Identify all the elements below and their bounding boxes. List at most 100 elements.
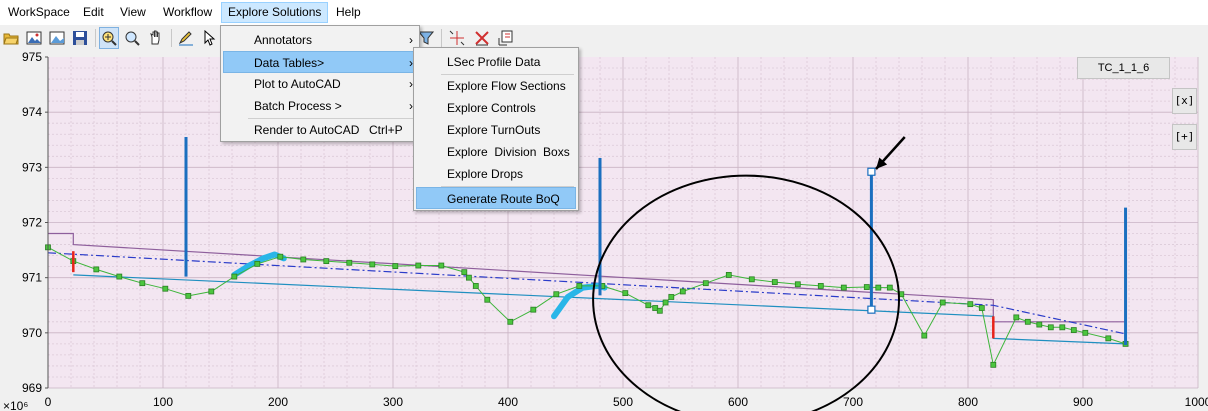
add-plot-button[interactable]: [+] [1172,124,1197,150]
profile-plot[interactable]: 969 970 971 972 973 974 975 0 100 200 300 400 500 60… [0,52,1208,411]
ground-point [530,306,537,313]
ground-point [346,259,353,266]
toolbar-separator [171,29,172,47]
select-cursor-icon[interactable] [200,27,220,49]
y-tick-label: 970 [22,326,42,340]
y-tick-label: 973 [22,160,42,174]
explore-solutions-menu: Annotators › Data Tables> › Plot to Auto… [220,25,420,142]
ground-point [472,283,479,289]
menu-item-explore-turnouts[interactable]: Explore TurnOuts [416,119,576,141]
selection-handle [867,305,876,314]
dashdot-line-line [47,252,1126,335]
ground-point [484,296,491,303]
ground-point [679,288,686,295]
save-icon[interactable] [70,27,90,49]
zoom-extent-icon[interactable] [99,27,119,49]
arrow-head-icon [876,157,888,169]
ground-point [1047,324,1054,331]
ground-point [1070,327,1077,333]
ground-point [1024,318,1031,325]
menu-item-label: Generate Route BoQ [447,192,560,206]
delete-point-icon[interactable] [472,27,492,49]
menu-item-label: Explore Division Boxs [447,145,570,159]
submenu-arrow-icon: › [409,56,413,70]
pan-hand-icon[interactable] [146,27,166,49]
ground-point [208,288,215,295]
ground-point [748,276,755,283]
ground-point [702,280,709,287]
edit-icon[interactable] [176,27,196,49]
ground-point [622,290,629,297]
ground-point [323,258,330,265]
x-tick-label: 100 [153,395,173,409]
menu-workflow[interactable]: Workflow [163,5,213,19]
x-tick-label: 800 [958,395,978,409]
menu-explore-solutions[interactable]: Explore Solutions [221,2,329,23]
menu-workspace[interactable]: WorkSpace [8,5,70,19]
menu-item-label: Explore Drops [447,167,524,181]
open-folder-icon[interactable] [1,27,21,49]
ground-point [1036,321,1043,328]
x-tick-label: 200 [268,395,288,409]
highlight-ellipse [592,174,900,411]
ground-point [461,269,468,276]
toolbar-separator [441,29,442,47]
menu-item-batch-process[interactable]: Batch Process > › [223,95,417,117]
menu-item-annotators[interactable]: Annotators › [223,29,417,51]
ground-point [254,260,261,267]
menu-item-render-to-autocad[interactable]: Render to AutoCAD Ctrl+P [223,119,417,141]
y-tick-label: 975 [22,52,42,64]
zoom-in-icon[interactable] [122,27,142,49]
x-tick-label: 500 [613,395,633,409]
plot-series [45,136,1129,368]
crosshair-icon[interactable] [447,27,467,49]
y-tick-label: 971 [22,271,42,285]
menu-item-data-tables[interactable]: Data Tables> › [223,51,417,73]
route-tag-label[interactable]: TC_1_1_6 [1077,57,1170,79]
filter-icon[interactable] [416,27,436,49]
ground-point [369,261,376,268]
ground-point [967,301,974,308]
menu-item-label: LSec Profile Data [447,55,541,69]
ground-point [662,299,669,306]
x-tick-label: 700 [843,395,863,409]
ground-point [1105,335,1112,342]
selection-handle [867,167,876,176]
menu-item-explore-division-boxs[interactable]: Explore Division Boxs [416,141,576,163]
menu-item-explore-drops[interactable]: Explore Drops [416,163,576,185]
menu-item-generate-route-boq[interactable]: Generate Route BoQ [416,187,576,209]
export-icon[interactable] [496,27,516,49]
ground-point [875,284,882,291]
ground-point [231,273,238,280]
ground-point [921,332,928,339]
toolbar [0,25,1208,52]
ground-point [93,266,100,273]
menu-view[interactable]: View [120,5,146,19]
close-plot-button[interactable]: [x] [1172,88,1197,114]
menu-item-label: Explore TurnOuts [447,123,541,137]
x-axis: 0 100 200 300 400 500 600 700 800 900 1000 [45,395,1208,409]
menu-item-explore-flow-sections[interactable]: Explore Flow Sections [416,75,576,97]
menu-item-plot-to-autocad[interactable]: Plot to AutoCAD › [223,73,417,95]
ground-point [576,283,583,289]
menu-item-explore-controls[interactable]: Explore Controls [416,97,576,119]
menu-item-label: Annotators [254,33,313,47]
menu-item-shortcut: Ctrl+P [369,123,403,137]
menu-help[interactable]: Help [336,5,361,19]
y-axis: 969 970 971 972 973 974 975 [22,52,48,395]
ground-point [415,262,422,269]
y-tick-label: 974 [22,105,42,119]
toolbar-separator [95,29,96,47]
y-exponent-label: ×10⁶ [3,399,28,411]
menu-separator [441,186,574,187]
ground-point [1013,314,1020,321]
image-icon[interactable] [24,27,44,49]
x-tick-label: 400 [498,395,518,409]
ground-point [465,274,472,281]
ground-point [392,263,399,269]
ground-point [185,292,192,299]
ground-point [645,302,652,309]
menu-edit[interactable]: Edit [83,5,104,19]
picture-icon[interactable] [47,27,67,49]
menu-item-lsec-profile-data[interactable]: LSec Profile Data [416,51,576,73]
